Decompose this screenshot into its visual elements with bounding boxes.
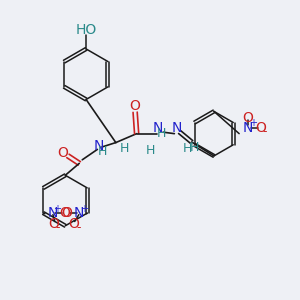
Text: -: -	[263, 125, 267, 138]
Text: O: O	[68, 217, 79, 231]
Text: H: H	[190, 141, 199, 154]
Text: N: N	[172, 121, 182, 135]
Text: O: O	[59, 206, 70, 220]
Text: +: +	[248, 118, 256, 128]
Text: N: N	[74, 206, 84, 220]
Text: H: H	[157, 127, 167, 140]
Text: HO: HO	[76, 22, 97, 37]
Text: O: O	[130, 99, 141, 113]
Text: O: O	[255, 121, 266, 135]
Text: -: -	[76, 221, 80, 234]
Text: O: O	[243, 111, 254, 125]
Text: O: O	[48, 217, 59, 231]
Text: N: N	[94, 140, 104, 153]
Text: O: O	[57, 146, 68, 160]
Text: N: N	[153, 121, 163, 135]
Text: H: H	[98, 145, 107, 158]
Text: O: O	[61, 206, 72, 220]
Text: -: -	[56, 221, 60, 234]
Text: +: +	[80, 204, 88, 214]
Text: H: H	[119, 142, 129, 155]
Text: H: H	[145, 143, 155, 157]
Text: H: H	[182, 142, 192, 155]
Text: N: N	[47, 206, 58, 220]
Text: N: N	[243, 121, 253, 135]
Text: +: +	[53, 204, 61, 214]
